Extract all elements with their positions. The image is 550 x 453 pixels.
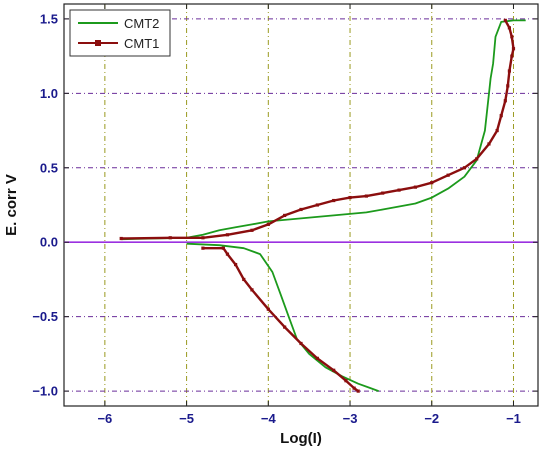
series-cmt1-point-6 [283, 213, 287, 218]
series-cmt1-point-16 [446, 173, 450, 177]
series-cmt1-point-12 [381, 191, 385, 195]
y-tick-label-3: 0.5 [40, 160, 58, 175]
series-cmt1-point-3 [225, 233, 230, 237]
series-cmt1-point-23 [506, 84, 510, 88]
series-cmt1-point-42 [352, 386, 356, 390]
grid [64, 4, 538, 406]
series-cmt1-point-41 [344, 379, 348, 383]
series-cmt1-point-32 [225, 252, 230, 256]
y-tick-label-1: −0.5 [32, 309, 58, 324]
series-cmt1-point-1 [168, 236, 172, 240]
y-tick-label-4: 1.0 [40, 86, 58, 101]
series-cmt1-point-10 [348, 195, 352, 200]
plot-frame [63, 3, 539, 407]
x-tick-label-2: −4 [261, 411, 277, 426]
y-tick-label-0: −1.0 [32, 384, 58, 399]
series-cmt1-point-25 [510, 54, 514, 58]
series-cmt1-point-24 [507, 69, 511, 73]
series-cmt1-point-15 [430, 181, 434, 185]
legend-label-cmt2: CMT2 [124, 16, 159, 31]
series-cmt1-point-13 [397, 188, 401, 192]
series-cmt1-point-35 [250, 288, 254, 292]
series-cmt1-point-43 [356, 389, 360, 393]
series-cmt1-point-37 [283, 325, 287, 329]
series-cmt1-point-31 [221, 246, 225, 250]
legend-marker-cmt1 [95, 40, 101, 46]
y-tick-label-2: 0.0 [40, 235, 58, 250]
x-tick-label-5: −1 [506, 411, 521, 426]
series-cmt1-point-11 [364, 194, 368, 198]
x-tick-label-1: −5 [179, 411, 194, 426]
series-cmt1-point-14 [413, 185, 418, 189]
series-cmt1-point-7 [299, 207, 303, 212]
y-axis-title: E. corr V [3, 174, 20, 236]
series-cmt1-point-27 [510, 35, 514, 39]
series-cmt1-point-22 [503, 99, 507, 103]
series-cmt1-point-5 [266, 222, 270, 226]
series-cmt1-point-2 [201, 236, 205, 240]
series-cmt1-point-20 [495, 128, 499, 133]
series-cmt2-cathodic-line [186, 242, 379, 392]
series-cmt2-anodic-line [121, 19, 526, 241]
series-cmt1-cathodic-line [202, 247, 359, 393]
legend: CMT2 CMT1 [69, 9, 171, 57]
series-cmt1-point-21 [499, 114, 503, 118]
series-cmt1-point-17 [462, 166, 467, 170]
series-cmt2 [121, 19, 526, 392]
series-cmt1-point-26 [511, 47, 516, 51]
series-cmt1-point-28 [507, 26, 511, 30]
series-cmt1-point-29 [503, 18, 507, 22]
y-tick-label-5: 1.5 [40, 11, 58, 26]
series-cmt1-point-18 [475, 157, 479, 161]
x-axis-title: Log(I) [280, 430, 322, 447]
series-layer [119, 18, 526, 393]
x-tick-label-3: −3 [343, 411, 358, 426]
series-cmt1-point-30 [201, 246, 205, 250]
series-cmt1-anodic-line [121, 19, 515, 240]
series-cmt1-point-34 [242, 277, 246, 282]
series-cmt1-point-4 [250, 228, 254, 232]
series-cmt1-point-0 [119, 236, 123, 241]
series-cmt1-point-36 [266, 307, 270, 311]
series-cmt1-point-8 [315, 203, 319, 207]
legend-box [69, 9, 171, 57]
series-cmt1-point-33 [234, 262, 238, 267]
series-cmt1-point-38 [299, 341, 303, 346]
x-tick-label-4: −2 [424, 411, 439, 426]
series-cmt1-point-39 [315, 356, 319, 360]
legend-label-cmt1: CMT1 [124, 36, 159, 51]
axis-ticks: −6 −5 −4 −3 −2 −1 −1.0 −0.5 0.0 0.5 1.0 1.5 [32, 4, 538, 426]
x-tick-label-0: −6 [97, 411, 112, 426]
series-cmt1-point-40 [332, 368, 336, 372]
series-cmt1-point-19 [487, 142, 491, 146]
series-cmt1 [119, 18, 516, 393]
series-cmt1-point-9 [332, 198, 336, 203]
